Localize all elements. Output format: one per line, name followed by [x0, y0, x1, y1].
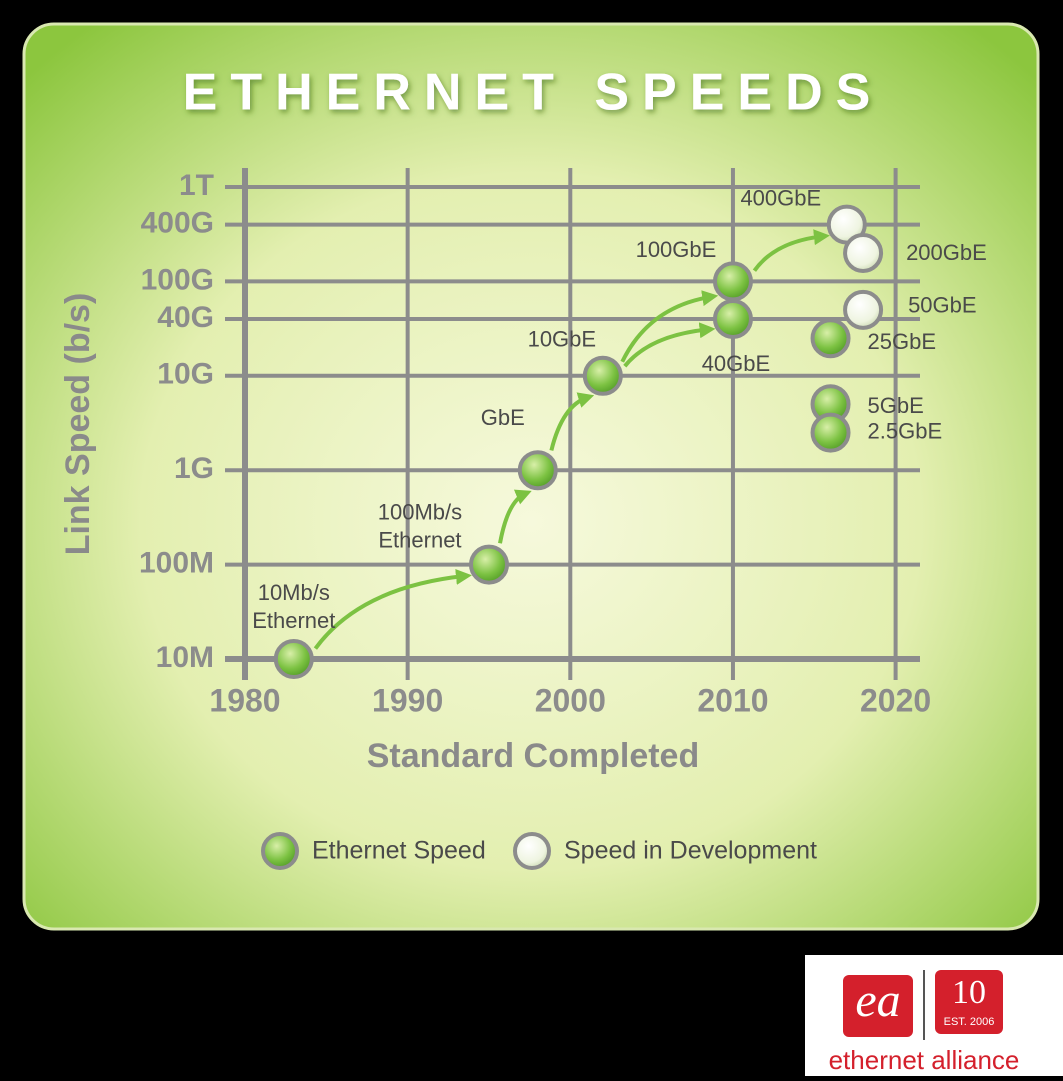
data-point — [843, 232, 884, 273]
logo-est: EST. 2006 — [944, 1016, 995, 1028]
legend-marker — [261, 832, 299, 870]
logo-name: ethernet alliance — [829, 1045, 1020, 1075]
point-label: 400GbE — [740, 185, 821, 210]
y-tick-label: 1T — [179, 169, 214, 202]
legend-label: Speed in Development — [564, 837, 817, 865]
x-tick-label: 1980 — [209, 682, 280, 718]
point-label: 10Mb/s — [258, 580, 330, 605]
y-tick-label: 10G — [157, 358, 214, 391]
y-tick-label: 40G — [157, 301, 214, 334]
arrow — [549, 392, 595, 451]
point-label: 25GbE — [868, 329, 937, 354]
arrow — [620, 290, 719, 363]
data-point — [843, 289, 884, 330]
x-axis-label: Standard Completed — [367, 737, 699, 775]
legend-marker — [513, 832, 551, 870]
logo-badge-box — [935, 970, 1003, 1034]
chart-title: ETHERNET SPEEDS — [183, 64, 884, 122]
point-label: 5GbE — [868, 393, 924, 418]
point-label: GbE — [481, 405, 525, 430]
y-tick-label: 100G — [141, 263, 214, 296]
point-label: 50GbE — [908, 293, 977, 318]
x-tick-label: 2000 — [535, 682, 606, 718]
data-point — [712, 261, 753, 302]
legend-label: Ethernet Speed — [312, 837, 486, 865]
data-point — [582, 355, 623, 396]
y-tick-label: 400G — [141, 206, 214, 239]
point-label: 200GbE — [906, 240, 987, 265]
point-label: 10GbE — [528, 327, 597, 352]
point-label: 2.5GbE — [868, 418, 943, 443]
arrow — [752, 229, 830, 272]
y-tick-label: 100M — [139, 547, 214, 580]
data-point — [810, 318, 851, 359]
data-point — [273, 639, 314, 679]
y-tick-label: 1G — [174, 452, 214, 485]
point-label: 40GbE — [702, 351, 771, 376]
data-point — [810, 412, 851, 453]
logo-mark: ea — [855, 974, 900, 1027]
point-label: Ethernet — [378, 527, 461, 552]
arrow — [498, 489, 532, 544]
arrow — [623, 322, 716, 368]
point-label: 100Mb/s — [378, 499, 462, 524]
logo-mark-box — [843, 975, 913, 1037]
x-tick-label: 1990 — [372, 682, 443, 718]
y-tick-label: 10M — [156, 641, 214, 674]
point-label: Ethernet — [252, 608, 335, 633]
point-label: 100GbE — [636, 237, 717, 262]
logo: ea 10 EST. 2006 ethernet alliance — [829, 970, 1020, 1075]
data-point — [712, 298, 753, 339]
logo-badge: 10 — [952, 974, 986, 1011]
arrow — [313, 568, 472, 650]
x-tick-label: 2020 — [860, 682, 931, 718]
y-axis-label: Link Speed (b/s) — [59, 293, 97, 556]
data-point — [517, 450, 558, 491]
x-tick-label: 2010 — [697, 682, 768, 718]
data-point — [468, 544, 509, 585]
